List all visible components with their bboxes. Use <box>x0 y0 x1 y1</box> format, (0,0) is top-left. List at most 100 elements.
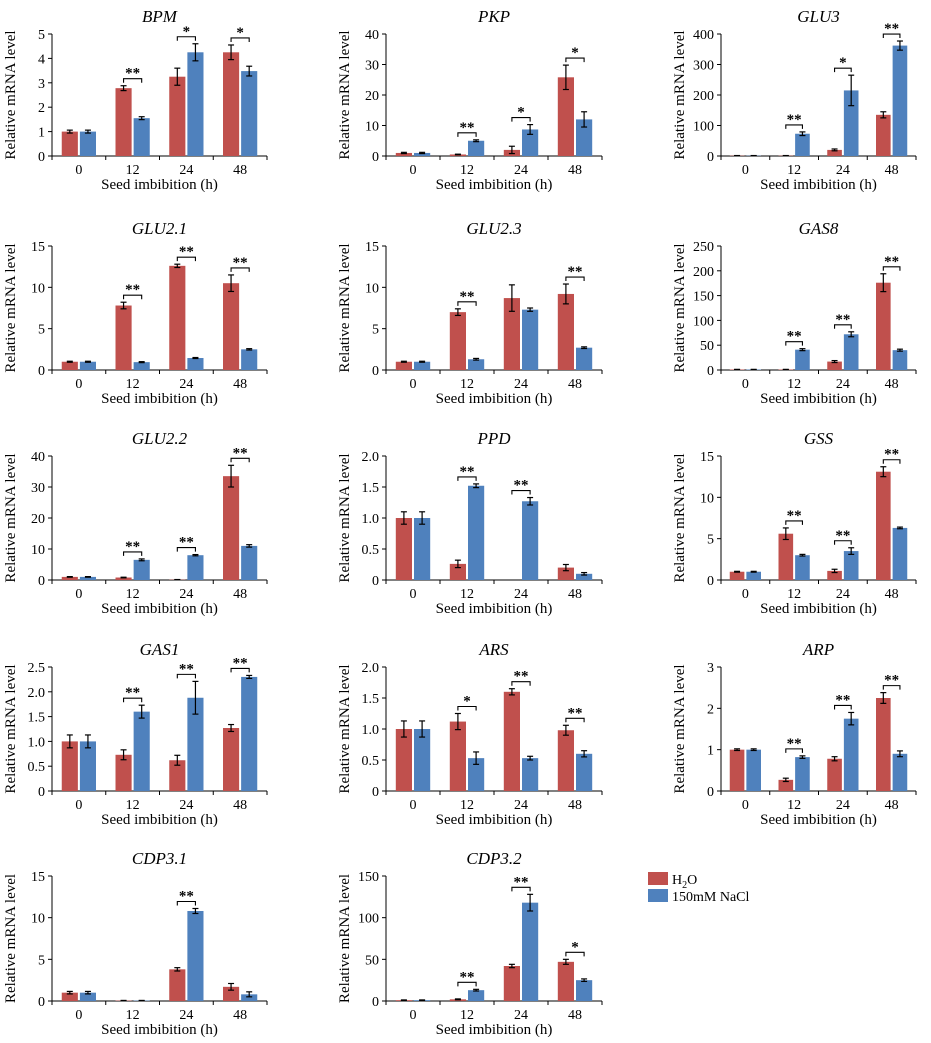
significance-bracket <box>511 886 531 892</box>
x-tick-label: 48 <box>233 163 247 178</box>
bar-nacl-0 <box>414 361 431 370</box>
y-tick-label: 0 <box>38 150 45 165</box>
chart-title: ARS <box>478 640 509 659</box>
chart-title: GAS8 <box>799 219 839 238</box>
significance-label: ** <box>514 874 529 890</box>
bar-h2o-24 <box>169 76 186 156</box>
significance-label: ** <box>568 264 583 280</box>
y-tick-label: 10 <box>365 281 379 296</box>
y-tick-label: 0 <box>38 995 45 1010</box>
x-tick-label: 0 <box>742 377 749 392</box>
significance-bracket <box>565 276 585 282</box>
x-tick-label: 24 <box>836 587 850 602</box>
x-tick-label: 12 <box>126 1008 140 1023</box>
x-tick-label: 0 <box>742 163 749 178</box>
bar-h2o-24 <box>503 966 520 1001</box>
bar-h2o-24 <box>169 265 186 370</box>
y-axis-label: Relative mRNA level <box>337 664 353 793</box>
y-axis-label: Relative mRNA level <box>337 243 353 372</box>
y-tick-label: 5 <box>707 533 714 548</box>
significance-label: ** <box>787 112 802 128</box>
legend-swatch-nacl <box>648 889 668 902</box>
x-tick-label: 24 <box>179 587 193 602</box>
bar-nacl-48 <box>576 573 593 580</box>
x-axis-label: Seed imbibition (h) <box>101 177 218 193</box>
significance-label: ** <box>233 255 248 271</box>
significance-label: ** <box>125 66 140 82</box>
bar-h2o-12 <box>115 577 132 580</box>
bar-nacl-24 <box>522 902 539 1001</box>
bar-nacl-48 <box>892 753 908 791</box>
chart-glu2-2: GLU2.2 Relative mRNA level Seed imbibition… <box>3 429 268 617</box>
y-tick-label: 3 <box>707 661 714 676</box>
y-tick-label: 1.5 <box>362 481 380 496</box>
bar-h2o-0 <box>729 749 745 791</box>
chart-title: GLU2.2 <box>132 429 188 448</box>
x-tick-label: 12 <box>460 377 474 392</box>
chart-glu2-3: GLU2.3 Relative mRNA level Seed imbibition… <box>337 219 603 407</box>
significance-bracket <box>785 520 803 525</box>
bar-h2o-24 <box>169 760 186 791</box>
significance-bracket <box>565 57 585 63</box>
bar-nacl-12 <box>468 140 485 156</box>
significance-label: ** <box>835 692 850 708</box>
bar-nacl-0 <box>79 131 96 156</box>
bar-nacl-0 <box>79 992 96 1001</box>
y-tick-label: 50 <box>700 339 714 354</box>
significance-label: ** <box>179 889 194 905</box>
chart-ars: ARS Relative mRNA level Seed imbibition (h… <box>337 640 603 828</box>
bar-h2o-48 <box>557 730 574 791</box>
legend: H2O 150mM NaCl <box>648 872 750 905</box>
x-tick-label: 12 <box>126 163 140 178</box>
bar-nacl-48 <box>576 347 593 370</box>
significance-bracket <box>176 36 196 41</box>
bar-h2o-48 <box>876 114 891 156</box>
y-tick-label: 0 <box>38 574 45 589</box>
x-tick-label: 0 <box>742 798 749 813</box>
x-tick-label: 24 <box>179 1008 193 1023</box>
y-tick-label: 1.5 <box>362 692 380 707</box>
bar-h2o-0 <box>395 729 412 791</box>
x-tick-label: 12 <box>787 798 801 813</box>
significance-label: ** <box>835 528 850 544</box>
x-tick-label: 48 <box>233 587 247 602</box>
significance-bracket <box>457 981 477 987</box>
significance-label: ** <box>179 661 194 677</box>
significance-bracket <box>123 78 143 83</box>
significance-bracket <box>176 547 196 552</box>
bar-h2o-12 <box>778 533 794 580</box>
x-tick-label: 0 <box>75 377 82 392</box>
chart-glu2-1: GLU2.1 Relative mRNA level Seed imbibition… <box>3 219 268 407</box>
significance-bracket <box>511 489 531 495</box>
significance-label: ** <box>787 508 802 524</box>
y-tick-label: 15 <box>31 870 45 885</box>
significance-bracket <box>123 551 143 556</box>
legend-label-nacl: 150mM NaCl <box>672 890 750 905</box>
significance-label: ** <box>787 329 802 345</box>
y-tick-label: 5 <box>372 323 379 338</box>
y-tick-label: 40 <box>365 28 379 43</box>
significance-bracket <box>785 341 803 346</box>
chart-title: GLU3 <box>797 7 840 26</box>
significance-label: ** <box>884 254 899 270</box>
significance-bracket <box>176 900 196 906</box>
chart-gas1: GAS1 Relative mRNA level Seed imbibition (… <box>3 640 268 828</box>
x-tick-label: 48 <box>568 1008 582 1023</box>
bar-h2o-48 <box>557 293 574 370</box>
y-tick-label: 1.0 <box>362 512 380 527</box>
chart-pkp: PKP Relative mRNA level Seed imbibition (h… <box>337 7 603 193</box>
significance-label: ** <box>835 312 850 328</box>
bar-nacl-12 <box>795 555 810 580</box>
bar-nacl-24 <box>187 555 204 580</box>
chart-bpm: BPM Relative mRNA level Seed imbibition (h… <box>3 7 268 193</box>
x-tick-label: 0 <box>410 587 417 602</box>
y-tick-label: 15 <box>31 240 45 255</box>
significance-label: * <box>517 105 525 121</box>
bar-h2o-48 <box>557 961 574 1001</box>
y-tick-label: 0 <box>372 995 379 1010</box>
y-tick-label: 250 <box>693 240 714 255</box>
bar-nacl-0 <box>79 576 96 580</box>
significance-label: ** <box>514 478 529 494</box>
y-tick-label: 100 <box>693 120 714 135</box>
